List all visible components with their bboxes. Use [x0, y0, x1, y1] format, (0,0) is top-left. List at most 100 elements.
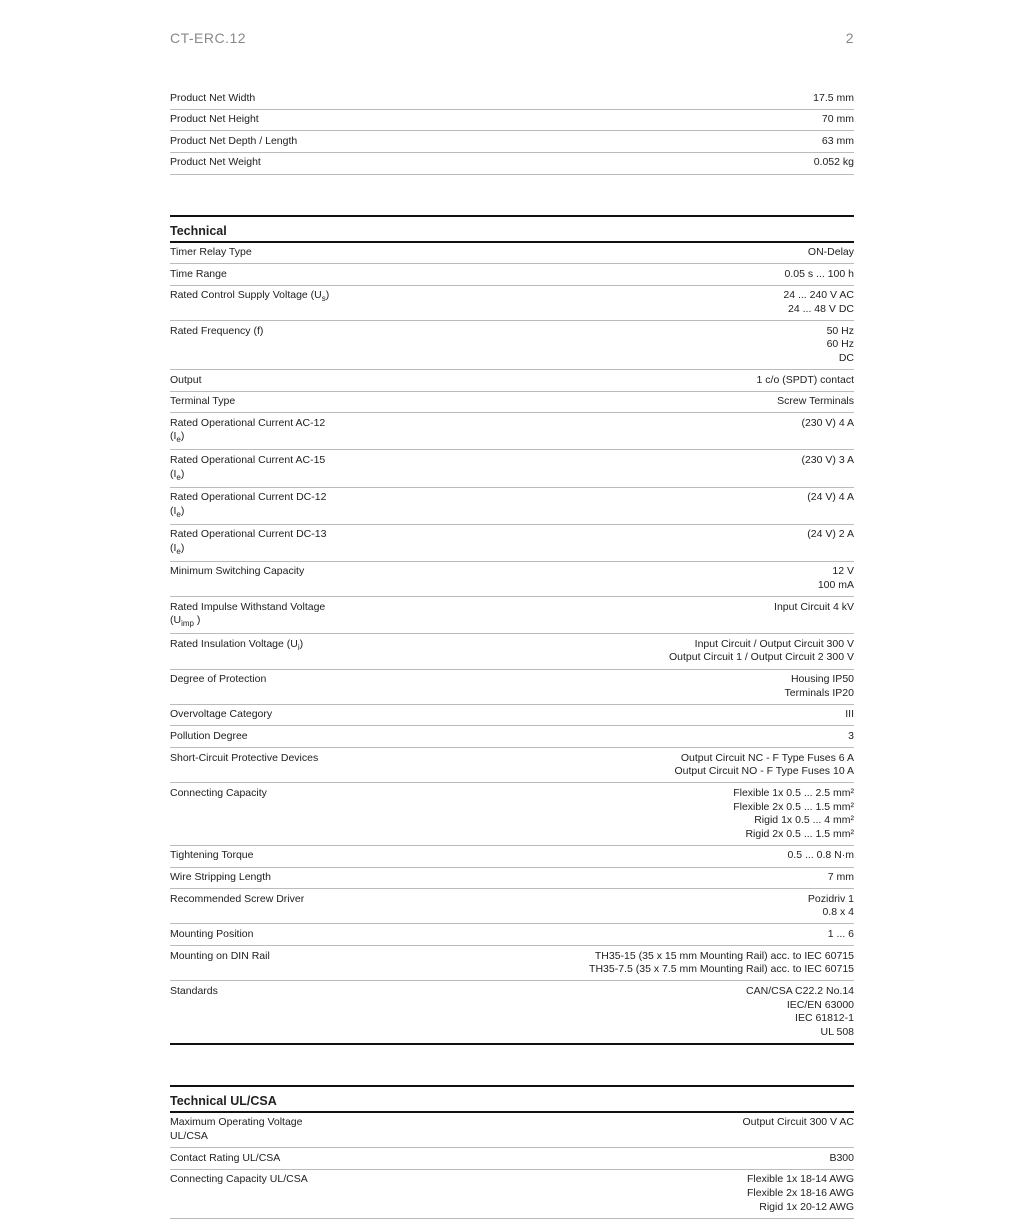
- spec-value: Pozidriv 10.8 x 4: [340, 889, 854, 924]
- spec-label: Connecting Capacity UL/CSA: [170, 1169, 340, 1218]
- spec-value: 12 V100 mA: [340, 561, 854, 596]
- spec-value: 0.05 s ... 100 h: [340, 264, 854, 286]
- table-row: Rated Insulation Voltage (Ui)Input Circu…: [170, 634, 854, 669]
- technical-table: Timer Relay TypeON-DelayTime Range0.05 s…: [170, 243, 854, 1045]
- spec-label: Connecting Capacity: [170, 783, 340, 846]
- table-row: Short-Circuit Protective DevicesOutput C…: [170, 748, 854, 783]
- spec-value: Housing IP50Terminals IP20: [340, 669, 854, 704]
- spec-value: (24 V) 2 A: [340, 524, 854, 561]
- spec-label: Output: [170, 370, 340, 392]
- table-row: Time Range0.05 s ... 100 h: [170, 264, 854, 286]
- spec-value: 50 Hz60 HzDC: [340, 321, 854, 370]
- spec-label: Wire Stripping Length: [170, 867, 340, 889]
- spec-value: 1 ... 6: [340, 924, 854, 946]
- spec-value: Output Circuit NC - F Type Fuses 6 AOutp…: [340, 748, 854, 783]
- page-header: CT-ERC.12 2: [170, 30, 854, 46]
- spec-label: Mounting Position: [170, 924, 340, 946]
- spec-value: 0.052 kg: [340, 152, 854, 174]
- dimensions-table: Product Net Width17.5 mmProduct Net Heig…: [170, 88, 854, 175]
- spec-label: Rated Operational Current AC-15 (Ie): [170, 450, 340, 487]
- spec-label: Minimum Switching Capacity: [170, 561, 340, 596]
- spec-value: 0.5 ... 0.8 N·m: [340, 845, 854, 867]
- spec-value: (230 V) 4 A: [340, 413, 854, 450]
- table-row: Product Net Width17.5 mm: [170, 88, 854, 109]
- technical-section: Technical Timer Relay TypeON-DelayTime R…: [170, 215, 854, 1045]
- table-row: StandardsCAN/CSA C22.2 No.14IEC/EN 63000…: [170, 981, 854, 1044]
- spec-label: Tightening Torque: [170, 845, 340, 867]
- spec-label: Pollution Degree: [170, 726, 340, 748]
- spec-label: Timer Relay Type: [170, 243, 340, 264]
- table-row: Rated Operational Current DC-13 (Ie)(24 …: [170, 524, 854, 561]
- spec-label: Rated Control Supply Voltage (Us): [170, 285, 340, 320]
- spec-label: Recommended Screw Driver: [170, 889, 340, 924]
- table-row: Contact Rating UL/CSAB300: [170, 1148, 854, 1170]
- table-row: Degree of ProtectionHousing IP50Terminal…: [170, 669, 854, 704]
- spec-value: 63 mm: [340, 131, 854, 153]
- spec-label: Product Net Height: [170, 109, 340, 131]
- spec-label: Degree of Protection: [170, 669, 340, 704]
- table-row: Connecting Capacity UL/CSAFlexible 1x 18…: [170, 1169, 854, 1218]
- product-code: CT-ERC.12: [170, 30, 246, 46]
- table-row: Wire Stripping Length7 mm: [170, 867, 854, 889]
- spec-label: Rated Operational Current AC-12 (Ie): [170, 413, 340, 450]
- table-row: Mounting on DIN RailTH35-15 (35 x 15 mm …: [170, 946, 854, 981]
- table-row: Product Net Depth / Length63 mm: [170, 131, 854, 153]
- table-row: Pollution Degree3: [170, 726, 854, 748]
- spec-value: TH35-15 (35 x 15 mm Mounting Rail) acc. …: [340, 946, 854, 981]
- spec-label: Mounting on DIN Rail: [170, 946, 340, 981]
- table-row: Rated Frequency (f)50 Hz60 HzDC: [170, 321, 854, 370]
- spec-label: Time Range: [170, 264, 340, 286]
- spec-label: Standards: [170, 981, 340, 1044]
- dimensions-section: Product Net Width17.5 mmProduct Net Heig…: [170, 88, 854, 175]
- spec-label: Rated Frequency (f): [170, 321, 340, 370]
- table-row: Mounting Position1 ... 6: [170, 924, 854, 946]
- spec-label: Product Net Width: [170, 88, 340, 109]
- table-row: Overvoltage CategoryIII: [170, 704, 854, 726]
- table-row: Connecting CapacityFlexible 1x 0.5 ... 2…: [170, 783, 854, 846]
- table-row: Rated Control Supply Voltage (Us)24 ... …: [170, 285, 854, 320]
- spec-value: Flexible 1x 18-14 AWGFlexible 2x 18-16 A…: [340, 1169, 854, 1218]
- table-row: Output1 c/o (SPDT) contact: [170, 370, 854, 392]
- spec-value: (24 V) 4 A: [340, 487, 854, 524]
- spec-value: (230 V) 3 A: [340, 450, 854, 487]
- spec-label: Product Net Depth / Length: [170, 131, 340, 153]
- spec-value: 24 ... 240 V AC24 ... 48 V DC: [340, 285, 854, 320]
- spec-value: 3: [340, 726, 854, 748]
- spec-value: 70 mm: [340, 109, 854, 131]
- table-row: Tightening Torque0.5 ... 0.8 N·m: [170, 845, 854, 867]
- spec-label: Rated Impulse Withstand Voltage (Uimp ): [170, 597, 340, 634]
- table-row: Recommended Screw DriverPozidriv 10.8 x …: [170, 889, 854, 924]
- table-row: Rated Impulse Withstand Voltage (Uimp )I…: [170, 597, 854, 634]
- table-row: Product Net Weight0.052 kg: [170, 152, 854, 174]
- table-row: Rated Operational Current AC-15 (Ie)(230…: [170, 450, 854, 487]
- spec-value: 17.5 mm: [340, 88, 854, 109]
- spec-value: Screw Terminals: [340, 391, 854, 413]
- spec-value: III: [340, 704, 854, 726]
- spec-value: 7 mm: [340, 867, 854, 889]
- table-row: Timer Relay TypeON-Delay: [170, 243, 854, 264]
- spec-label: Product Net Weight: [170, 152, 340, 174]
- page-number: 2: [846, 30, 854, 46]
- spec-label: Short-Circuit Protective Devices: [170, 748, 340, 783]
- technical-ulcsa-heading: Technical UL/CSA: [170, 1085, 854, 1108]
- spec-label: Contact Rating UL/CSA: [170, 1148, 340, 1170]
- spec-value: B300: [340, 1148, 854, 1170]
- spec-value: 1 c/o (SPDT) contact: [340, 370, 854, 392]
- table-row: Minimum Switching Capacity12 V100 mA: [170, 561, 854, 596]
- table-row: Maximum Operating Voltage UL/CSAOutput C…: [170, 1113, 854, 1148]
- spec-label: Rated Operational Current DC-13 (Ie): [170, 524, 340, 561]
- table-row: Rated Operational Current AC-12 (Ie)(230…: [170, 413, 854, 450]
- technical-ulcsa-table: Maximum Operating Voltage UL/CSAOutput C…: [170, 1113, 854, 1219]
- table-row: Terminal TypeScrew Terminals: [170, 391, 854, 413]
- table-row: Product Net Height70 mm: [170, 109, 854, 131]
- technical-ulcsa-section: Technical UL/CSA Maximum Operating Volta…: [170, 1085, 854, 1219]
- spec-value: Input Circuit 4 kV: [340, 597, 854, 634]
- spec-label: Rated Insulation Voltage (Ui): [170, 634, 340, 669]
- spec-value: Flexible 1x 0.5 ... 2.5 mm²Flexible 2x 0…: [340, 783, 854, 846]
- spec-label: Terminal Type: [170, 391, 340, 413]
- spec-value: ON-Delay: [340, 243, 854, 264]
- spec-value: Output Circuit 300 V AC: [340, 1113, 854, 1148]
- spec-label: Maximum Operating Voltage UL/CSA: [170, 1113, 340, 1148]
- spec-label: Rated Operational Current DC-12 (Ie): [170, 487, 340, 524]
- spec-value: CAN/CSA C22.2 No.14IEC/EN 63000IEC 61812…: [340, 981, 854, 1044]
